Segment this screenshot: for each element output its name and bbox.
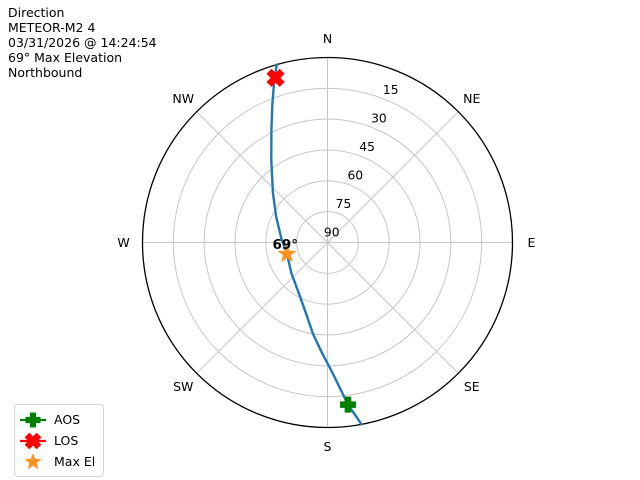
max-el-star-icon (24, 453, 42, 469)
legend-label-max-el: Max El (54, 454, 96, 469)
horizon-circle (141, 56, 514, 429)
elevation-tick-label-15: 15 (383, 83, 399, 97)
elevation-tick-label-60: 60 (347, 169, 363, 183)
polar-grid (142, 57, 513, 428)
compass-spoke-ne (327, 111, 459, 243)
aos-plus-icon (20, 412, 46, 427)
pass-info-block: Direction METEOR-M2 4 03/31/2026 @ 14:24… (8, 5, 157, 80)
elevation-tick-label-75: 75 (336, 197, 352, 211)
legend: AOS LOS Max El (14, 404, 105, 477)
los-x-icon (20, 432, 46, 449)
compass-spoke-se (327, 242, 459, 374)
los-legend-glyph (24, 432, 42, 449)
legend-label-los: LOS (54, 433, 79, 448)
compass-label-w: W (117, 235, 129, 250)
legend-item-los: LOS (19, 430, 95, 451)
compass-label-nw: NW (172, 91, 194, 106)
pass-direction: Northbound (8, 65, 83, 80)
elevation-tick-label-30: 30 (371, 112, 387, 126)
max-el-marker (277, 244, 297, 263)
compass-spoke-sw (196, 242, 328, 374)
compass-label-s: S (324, 439, 332, 454)
los-marker (266, 68, 285, 87)
legend-item-aos: AOS (19, 409, 95, 430)
compass-label-se: SE (464, 379, 480, 394)
plot-title: Direction (8, 5, 65, 20)
compass-spoke-nw (196, 111, 328, 243)
satellite-name: METEOR-M2 4 (8, 20, 96, 35)
aos-legend-glyph (25, 412, 41, 427)
legend-label-aos: AOS (54, 412, 81, 427)
legend-item-max-el: Max El (19, 451, 95, 472)
aos-marker (339, 396, 356, 413)
compass-label-n: N (323, 31, 332, 46)
compass-label-e: E (528, 235, 536, 250)
pass-timestamp: 03/31/2026 @ 14:24:54 (8, 35, 157, 50)
elevation-tick-label-45: 45 (359, 140, 375, 154)
max-elevation-text: 69° Max Elevation (8, 50, 123, 65)
max-elevation-annotation: 69° (272, 237, 298, 253)
elevation-tick-label-90: 90 (324, 226, 340, 240)
max_el-legend-glyph (24, 453, 42, 469)
compass-label-ne: NE (463, 91, 480, 106)
compass-label-sw: SW (173, 379, 193, 394)
